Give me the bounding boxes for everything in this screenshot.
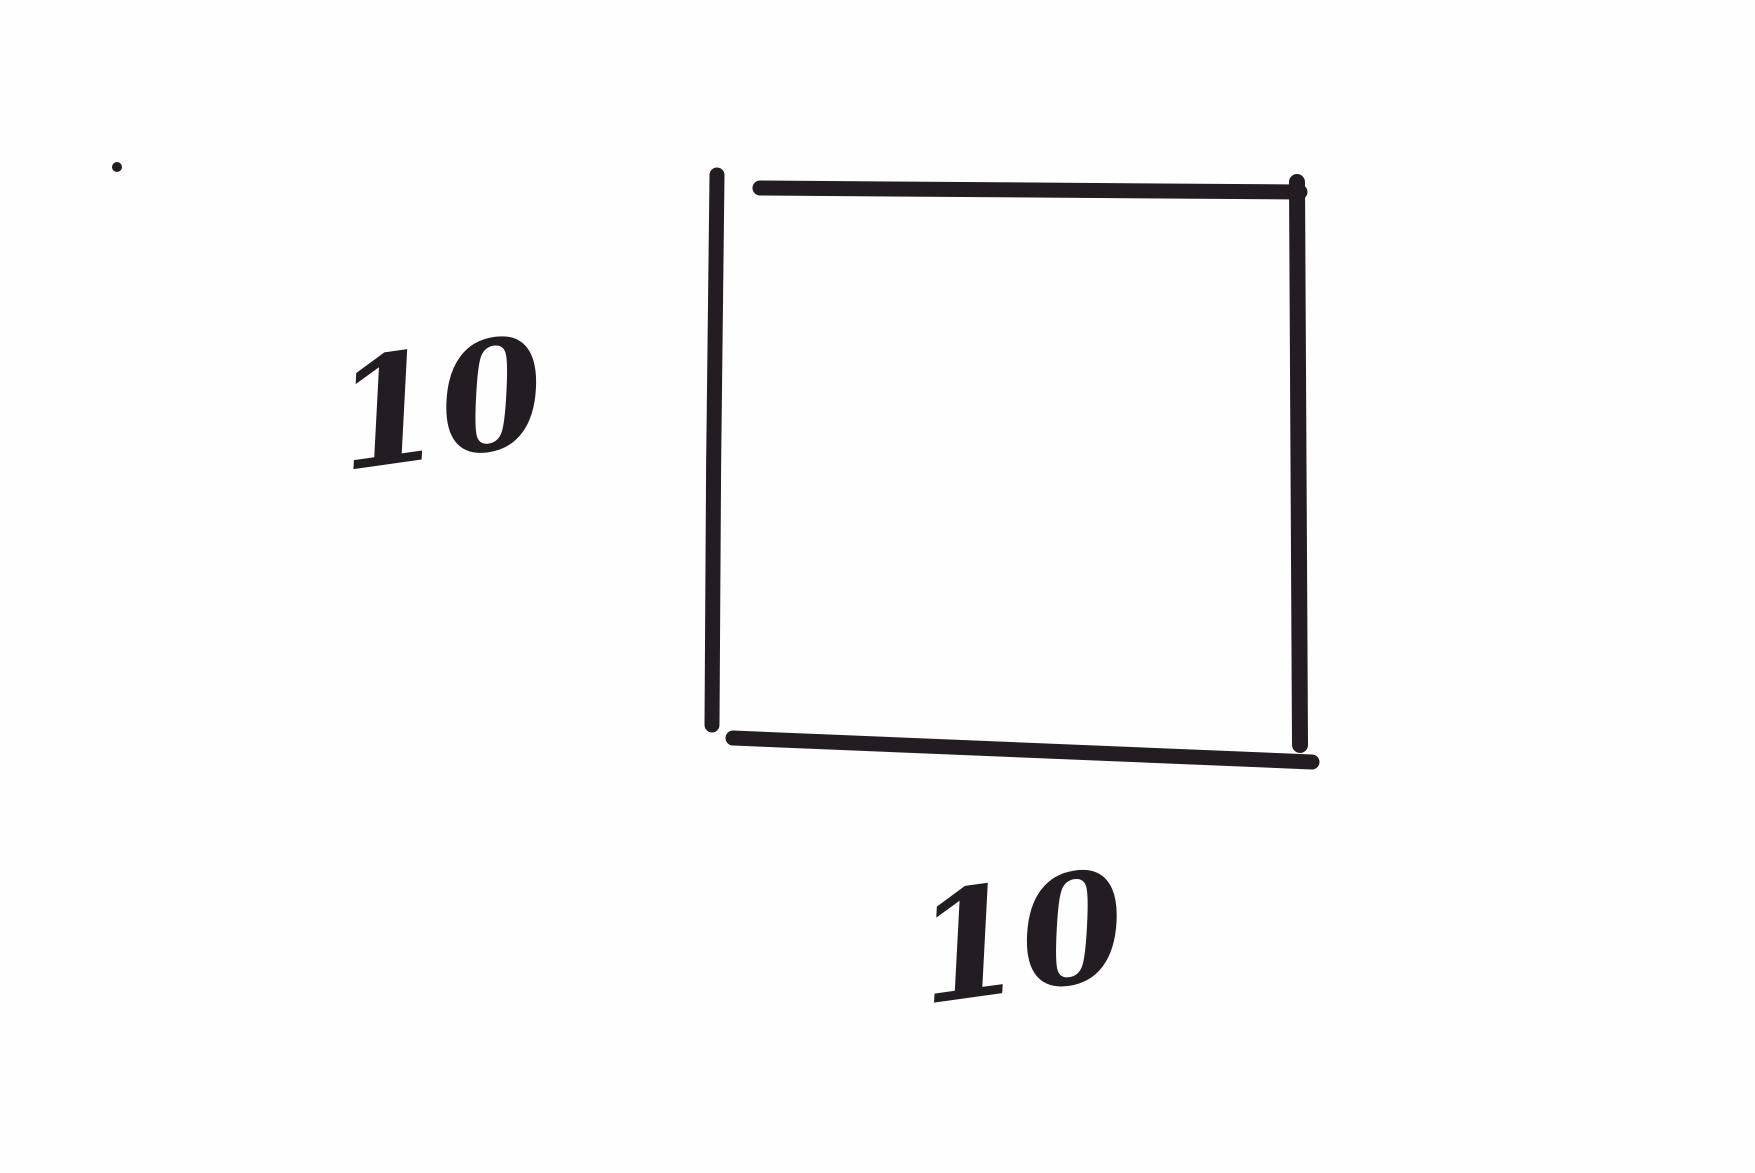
square-left-edge: [704, 167, 725, 733]
ink-dot: [112, 162, 122, 172]
square-outline: [704, 167, 1320, 770]
left-side-label: 10: [324, 303, 555, 506]
bottom-side-label: 10: [905, 836, 1136, 1039]
square-bottom-edge: [725, 730, 1320, 770]
square-top-edge: [752, 180, 1308, 200]
square-right-edge: [1289, 174, 1308, 753]
